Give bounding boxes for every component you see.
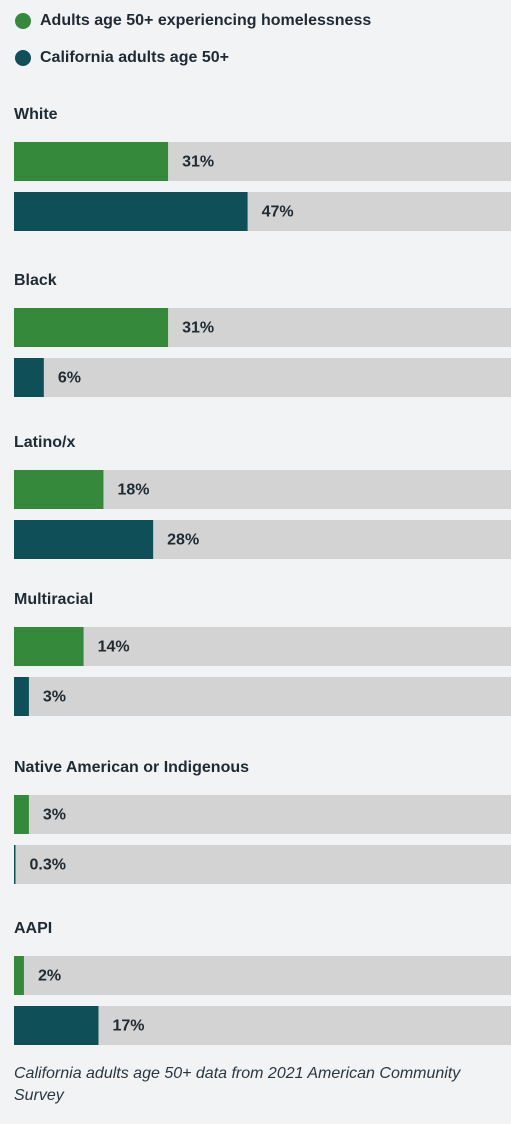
category-label: White (14, 106, 58, 123)
bar-track (14, 956, 511, 995)
legend-label: California adults age 50+ (40, 49, 229, 66)
bar-track (14, 358, 511, 397)
bar-track (14, 677, 511, 716)
bar (14, 358, 44, 397)
bar (14, 627, 84, 666)
bar (14, 520, 154, 559)
value-label: 2% (38, 968, 61, 985)
value-label: 3% (43, 689, 66, 706)
category-label: Black (14, 272, 57, 289)
bar (14, 470, 104, 509)
category-label: Multiracial (14, 591, 93, 608)
bar (14, 795, 29, 834)
bar (14, 308, 169, 347)
bar-track (14, 845, 511, 884)
bar (14, 192, 248, 231)
value-label: 31% (182, 154, 214, 171)
category-label: Native American or Indigenous (14, 759, 249, 776)
chart: Adults age 50+ experiencing homelessness… (14, 12, 511, 1045)
bar (14, 1006, 99, 1045)
bar-track (14, 795, 511, 834)
value-label: 47% (262, 204, 294, 221)
bar-track (14, 627, 511, 666)
value-label: 3% (43, 807, 66, 824)
value-label: 14% (98, 639, 130, 656)
legend-marker (15, 50, 31, 66)
value-label: 31% (182, 320, 214, 337)
bar (14, 677, 29, 716)
value-label: 0.3% (30, 857, 66, 874)
footnote: California adults age 50+ data from 2021… (14, 1065, 461, 1104)
legend-label: Adults age 50+ experiencing homelessness (40, 12, 371, 29)
value-label: 28% (167, 532, 199, 549)
bar (14, 142, 169, 181)
value-label: 6% (58, 370, 81, 387)
value-label: 18% (117, 482, 149, 499)
bar (14, 845, 16, 884)
value-label: 17% (112, 1018, 144, 1035)
legend-marker (15, 13, 31, 29)
category-label: Latino/x (14, 434, 75, 451)
bar (14, 956, 24, 995)
category-label: AAPI (14, 920, 52, 937)
